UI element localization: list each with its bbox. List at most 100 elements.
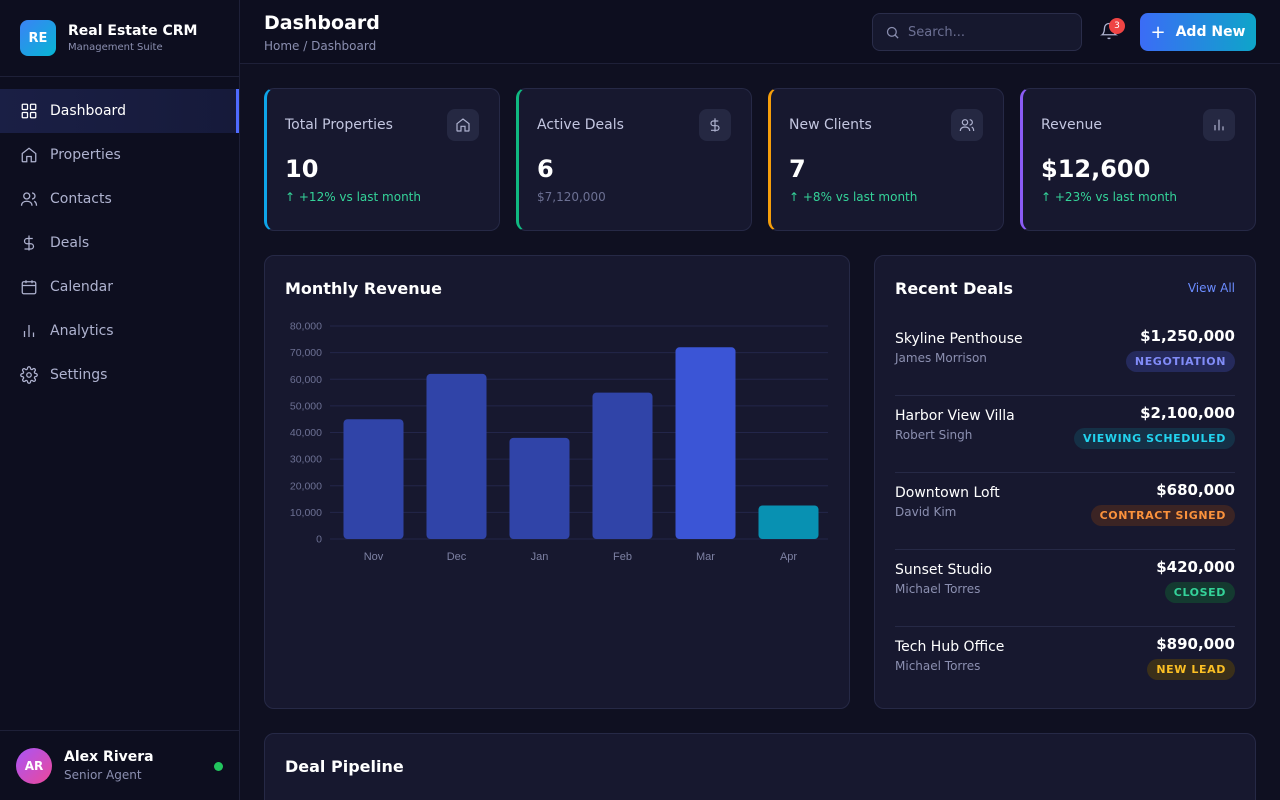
stat-label: Revenue	[1041, 117, 1102, 133]
stat-icon-box	[1203, 109, 1235, 141]
brand-title: Real Estate CRM	[68, 23, 198, 39]
sidebar-item-calendar[interactable]: Calendar	[0, 265, 239, 309]
bar-nov[interactable]	[343, 419, 404, 539]
deal-client: David Kim	[895, 505, 957, 519]
status-badge: CLOSED	[1164, 582, 1235, 603]
sidebar-item-properties[interactable]: Properties	[0, 133, 239, 177]
panel-title: Deal Pipeline	[285, 757, 404, 776]
bar-apr[interactable]	[758, 505, 819, 539]
sidebar-item-label: Deals	[50, 235, 90, 251]
deal-client: Robert Singh	[895, 428, 973, 442]
bar-dec[interactable]	[426, 373, 487, 539]
stat-value: $12,600	[1041, 155, 1151, 183]
monthly-revenue-panel: Monthly Revenue 0 10,000 20,000 30,000 40,00…	[264, 255, 850, 709]
breadcrumb: Home / Dashboard	[264, 39, 377, 53]
brand-logo: RE	[20, 20, 56, 56]
stat-value: 6	[537, 155, 554, 183]
deal-name: Skyline Penthouse	[895, 331, 1023, 347]
add-new-button[interactable]: + Add New	[1140, 13, 1256, 51]
stat-value: 7	[789, 155, 806, 183]
dollar-icon	[23, 235, 35, 251]
x-tick-label: Feb	[613, 551, 632, 563]
stat-card-total-properties[interactable]: Total Properties 10 ↑ +12% vs last month	[264, 88, 500, 231]
y-tick-label: 80,000	[290, 321, 322, 333]
stat-subtext: $7,120,000	[537, 190, 606, 204]
stat-label: New Clients	[789, 117, 872, 133]
deal-client: James Morrison	[895, 351, 987, 365]
sidebar: RE Real Estate CRM Management Suite Dash…	[0, 0, 240, 800]
deal-row[interactable]: Tech Hub Office Michael Torres $890,000 NEW…	[895, 627, 1235, 704]
arrow-up-icon: ↑	[789, 190, 803, 204]
deal-amount: $890,000	[1156, 635, 1235, 653]
deal-name: Downtown Loft	[895, 485, 1000, 501]
stat-trend: ↑ +8% vs last month	[789, 190, 917, 204]
y-tick-label: 10,000	[290, 507, 322, 519]
deal-pipeline-panel: Deal Pipeline	[264, 733, 1256, 800]
bar-feb[interactable]	[592, 392, 653, 539]
deal-row[interactable]: Skyline Penthouse James Morrison $1,250,00…	[895, 319, 1235, 396]
search-icon	[886, 26, 899, 39]
recent-deals-panel: Recent Deals View All Skyline Penthouse J…	[874, 255, 1256, 709]
sidebar-item-deals[interactable]: Deals	[0, 221, 239, 265]
arrow-up-icon: ↑	[285, 190, 299, 204]
panel-title: Monthly Revenue	[285, 279, 442, 298]
deal-name: Harbor View Villa	[895, 408, 1015, 424]
home-icon	[21, 147, 37, 163]
stat-value: 10	[285, 155, 319, 183]
sidebar-item-analytics[interactable]: Analytics	[0, 309, 239, 353]
stat-icon-box	[447, 109, 479, 141]
x-tick-label: Dec	[447, 551, 467, 563]
grid-icon	[21, 103, 37, 119]
status-badge: NEW LEAD	[1147, 659, 1235, 680]
y-tick-label: 20,000	[290, 480, 322, 492]
stat-trend-text: +8% vs last month	[802, 190, 918, 204]
deal-row[interactable]: Harbor View Villa Robert Singh $2,100,000 V…	[895, 396, 1235, 473]
add-new-label: Add New	[1175, 24, 1246, 40]
plus-icon: +	[1150, 21, 1166, 43]
deal-amount: $680,000	[1156, 481, 1235, 499]
notification-count-badge: 3	[1109, 18, 1125, 34]
stat-card-revenue[interactable]: Revenue $12,600 ↑ +23% vs last month	[1020, 88, 1256, 231]
search-input[interactable]	[908, 24, 1068, 40]
sidebar-item-label: Calendar	[50, 279, 113, 295]
user-name: Alex Rivera	[64, 749, 154, 765]
home-icon	[456, 118, 470, 132]
sidebar-item-contacts[interactable]: Contacts	[0, 177, 239, 221]
sidebar-item-dashboard[interactable]: Dashboard	[0, 89, 239, 133]
deal-amount: $1,250,000	[1140, 327, 1235, 345]
stat-label: Active Deals	[537, 117, 624, 133]
stat-card-active-deals[interactable]: Active Deals 6 $7,120,000	[516, 88, 752, 231]
users-icon	[959, 119, 975, 132]
deal-row[interactable]: Sunset Studio Michael Torres $420,000 CLOSE…	[895, 550, 1235, 627]
user-profile[interactable]: AR Alex Rivera Senior Agent	[0, 730, 239, 800]
page-title: Dashboard	[264, 12, 380, 34]
revenue-bar-chart: 0 10,000 20,000 30,000 40,000 50,000 60,000 70,…	[290, 321, 828, 563]
stat-card-new-clients[interactable]: New Clients 7 ↑ +8% vs last month	[768, 88, 1004, 231]
bar-mar[interactable]	[675, 347, 736, 539]
x-tick-label: Nov	[364, 551, 384, 563]
deal-row[interactable]: Downtown Loft David Kim $680,000 CONTRACT S…	[895, 473, 1235, 550]
stat-icon-box	[699, 109, 731, 141]
stat-trend: ↑ +23% vs last month	[1041, 190, 1177, 204]
brand: RE Real Estate CRM Management Suite	[0, 0, 239, 77]
y-tick-label: 50,000	[290, 400, 322, 412]
x-tick-label: Jan	[531, 551, 549, 563]
view-all-link[interactable]: View All	[1187, 281, 1235, 295]
bar-chart-icon	[1214, 119, 1224, 131]
sidebar-item-label: Settings	[50, 367, 108, 383]
status-badge: NEGOTIATION	[1125, 351, 1235, 372]
sidebar-item-label: Properties	[50, 147, 121, 163]
header: Dashboard Home / Dashboard 3 + Add New	[240, 0, 1280, 64]
user-role: Senior Agent	[64, 768, 142, 782]
sidebar-item-settings[interactable]: Settings	[0, 353, 239, 397]
stat-trend-text: +23% vs last month	[1054, 190, 1177, 204]
sidebar-nav: Dashboard Properties Contacts Deals Cale…	[0, 77, 239, 397]
arrow-up-icon: ↑	[1041, 190, 1055, 204]
search-box[interactable]	[872, 13, 1082, 51]
gear-icon	[20, 366, 38, 384]
y-tick-label: 40,000	[290, 427, 322, 439]
x-tick-label: Apr	[780, 551, 797, 563]
y-tick-label: 60,000	[290, 374, 322, 386]
deal-name: Sunset Studio	[895, 562, 993, 578]
bar-jan[interactable]	[509, 437, 570, 539]
